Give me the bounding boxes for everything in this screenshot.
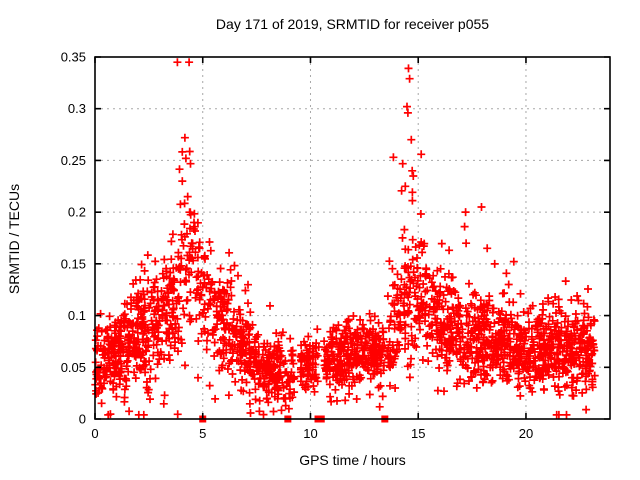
plot-border [94, 56, 611, 420]
x-tick-label: 15 [411, 426, 425, 441]
x-tick-label: 10 [303, 426, 317, 441]
x-tick-label: 20 [519, 426, 533, 441]
y-tick-label: 0.35 [61, 50, 86, 65]
y-tick-label: 0.25 [61, 153, 86, 168]
grid-lines [95, 56, 610, 419]
x-tick-label: 0 [91, 426, 98, 441]
y-tick-label: 0.15 [61, 256, 86, 271]
axis-tick-marks [94, 56, 610, 420]
x-axis-label: GPS time / hours [299, 452, 406, 468]
chart-title: Day 171 of 2019, SRMTID for receiver p05… [215, 16, 490, 32]
y-tick-label: 0 [79, 412, 86, 427]
y-tick-label: 0.3 [68, 101, 86, 116]
scatter-points [91, 58, 599, 419]
x-tick-label: 5 [199, 426, 206, 441]
y-tick-label: 0.1 [68, 308, 86, 323]
y-tick-label: 0.2 [68, 205, 86, 220]
y-tick-label: 0.05 [61, 360, 86, 375]
